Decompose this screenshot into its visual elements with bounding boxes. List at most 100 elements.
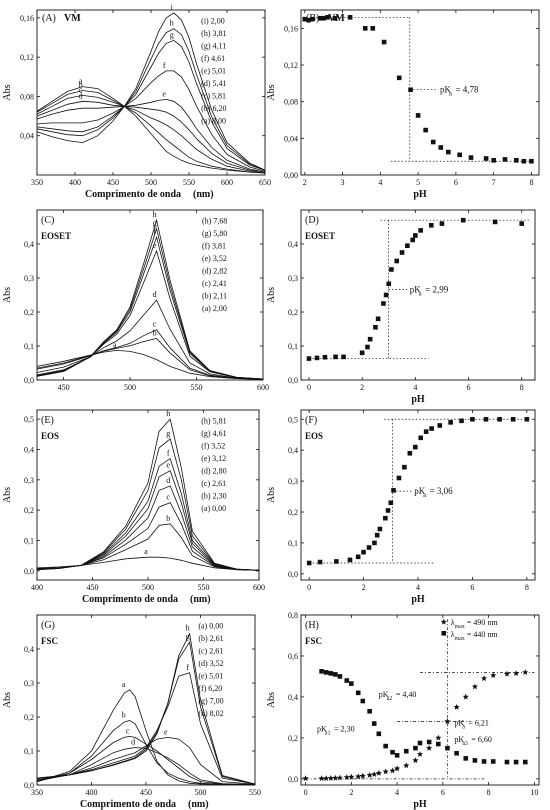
legend-entry-490-value: = 490 nm xyxy=(467,618,499,627)
pka-annotation: pKa = 3,06 xyxy=(414,486,453,499)
data-point-square xyxy=(344,678,350,683)
data-point xyxy=(381,301,386,306)
data-point xyxy=(385,508,391,513)
y-tick-label: 0,2 xyxy=(288,734,298,743)
x-tick-label: 2 xyxy=(362,583,366,592)
x-tick-label: 500 xyxy=(124,383,136,392)
series-label: h xyxy=(186,624,190,633)
series-line-e xyxy=(36,98,266,173)
y-tick-label: 0,0 xyxy=(288,775,298,784)
data-point xyxy=(428,223,434,228)
data-point xyxy=(321,15,326,21)
x-axis-label: pH xyxy=(413,189,427,200)
x-axis-unit: (nm) xyxy=(188,799,209,810)
series-line-d xyxy=(36,747,256,786)
data-point-star xyxy=(389,767,396,774)
legend-entry: (c) 2,61 xyxy=(201,479,226,488)
legend-entry: (c) 5,81 xyxy=(201,91,226,100)
x-axis-label: Comprimento de onda xyxy=(82,594,178,605)
legend-entry: (d) 2,80 xyxy=(201,466,226,475)
y-tick-label: 0,8 xyxy=(288,611,298,620)
data-point xyxy=(408,87,413,93)
legend-entry: (c) 2,61 xyxy=(198,646,223,655)
data-point-square xyxy=(328,671,334,676)
series-label: b xyxy=(79,81,83,90)
y-tick-label: 0,16 xyxy=(284,24,298,33)
x-tick-label: 3 xyxy=(341,178,345,187)
data-point xyxy=(459,418,464,424)
panel-name: EOS xyxy=(305,431,323,441)
legend-entry: (a) 2,00 xyxy=(202,304,227,313)
pka-annotation-value: = 2,99 xyxy=(425,284,449,294)
legend-entry: (e) 3,12 xyxy=(201,454,226,463)
series-line-c xyxy=(36,735,256,786)
pka-annotation: pKa = 4,78 xyxy=(440,84,479,97)
plot-frame xyxy=(36,209,264,381)
panel-c: 450 500 550 600 0,0 0,1 0,2 0,3 0,4 Abs (C) EOSET a b… xyxy=(0,200,275,400)
x-tick-label: 2 xyxy=(349,788,353,797)
x-tick-label: 6 xyxy=(441,788,445,797)
data-point xyxy=(524,416,530,422)
x-tick-label: 6 xyxy=(467,383,471,392)
y-tick-label: 0,6 xyxy=(288,652,298,661)
series-line-g xyxy=(36,39,266,171)
legend-entry: (g) 4,61 xyxy=(201,429,226,438)
y-tick-label: 0,3 xyxy=(24,274,34,283)
chart-g: 350 400 450 500 550 0,0 0,1 0,2 0,3 0,4 Abs Comprim… xyxy=(2,614,261,810)
x-tick-label: 450 xyxy=(107,178,119,187)
legend-entry: (f) 6,20 xyxy=(198,684,222,693)
series-label: a xyxy=(144,547,148,556)
data-point xyxy=(374,532,380,538)
legend-entry: (a) 8,00 xyxy=(201,116,226,125)
data-point xyxy=(468,155,474,160)
legend-entry: (h) 3,81 xyxy=(201,29,226,38)
series-label: f xyxy=(153,227,156,236)
data-point xyxy=(491,158,496,163)
data-point xyxy=(365,344,370,350)
legend-entry: (a) 0,00 xyxy=(201,504,226,513)
data-point xyxy=(372,540,377,546)
data-point-square xyxy=(426,739,432,745)
data-point xyxy=(389,267,394,272)
data-point xyxy=(399,250,405,255)
y-tick-label: 0,4 xyxy=(288,693,298,702)
data-point xyxy=(483,156,489,161)
y-tick-label: 0,04 xyxy=(20,132,34,141)
data-point xyxy=(448,420,453,425)
x-tick-label: 500 xyxy=(145,178,157,187)
y-tick-label: 0,12 xyxy=(284,61,298,70)
data-point xyxy=(521,158,527,164)
data-point xyxy=(394,258,400,264)
series-label: d xyxy=(131,738,135,747)
panel-h: 0 2 4 6 8 10 0,0 0,2 0,4 0,6 0,8 Abs pH (H) FSC λ max = 4… xyxy=(266,605,550,810)
data-point xyxy=(383,292,389,298)
series-line-i xyxy=(36,12,266,171)
legend-entry: (h) 5,81 xyxy=(201,416,226,425)
legend-entry-490: λ max = 490 nm xyxy=(451,618,499,630)
chart-a: 350 400 450 500 550 600 650 0,04 0,08 0,12 0,16 Abs… xyxy=(2,3,271,200)
series-label: f xyxy=(163,61,166,70)
pka3-annotation-value: = 6,60 xyxy=(471,735,492,744)
panel-name: FSC xyxy=(41,636,58,646)
x-tick-label: 400 xyxy=(31,583,43,592)
series-label: g xyxy=(186,632,190,641)
data-point xyxy=(396,75,402,81)
legend-entry: (f) 3,52 xyxy=(201,441,225,450)
series-line-b xyxy=(36,338,264,380)
chart-d: 0 2 4 6 8 0,0 0,1 0,2 0,3 0,4 Abs pH (D) EOSET pKa = 2,… xyxy=(266,209,536,405)
legend-entry: (d) 5,41 xyxy=(201,79,226,88)
data-point xyxy=(306,17,311,23)
plot-frame xyxy=(300,614,540,786)
pka2-annotation-sub: a2 xyxy=(387,696,393,702)
pka-annotation-value: = 6,21 xyxy=(468,719,489,728)
data-point-star xyxy=(503,670,510,677)
pka-annotation-label: pK xyxy=(410,284,422,294)
data-point xyxy=(347,15,353,20)
x-tick-label: 0 xyxy=(307,383,311,392)
y-tick-label: 0,3 xyxy=(24,476,34,485)
series-line-a xyxy=(36,689,256,786)
y-tick-label: 0,12 xyxy=(20,53,34,62)
plot-frame xyxy=(300,209,536,381)
data-point xyxy=(310,16,315,22)
data-point-star xyxy=(348,773,355,780)
